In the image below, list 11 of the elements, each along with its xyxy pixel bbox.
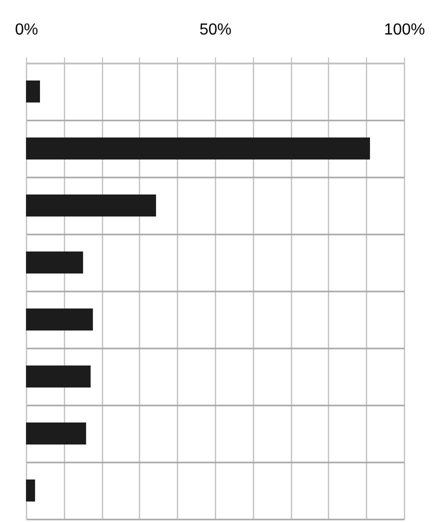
x-tick-label: 50% (199, 22, 232, 38)
bar (26, 366, 91, 388)
x-tick-label: 0% (14, 22, 38, 38)
bar (26, 422, 86, 444)
bar (26, 194, 156, 216)
x-tick-label: 100% (384, 22, 425, 38)
bar (26, 80, 40, 102)
bar (26, 252, 84, 274)
bar (26, 138, 370, 160)
bar (26, 480, 36, 502)
bar (26, 308, 93, 330)
